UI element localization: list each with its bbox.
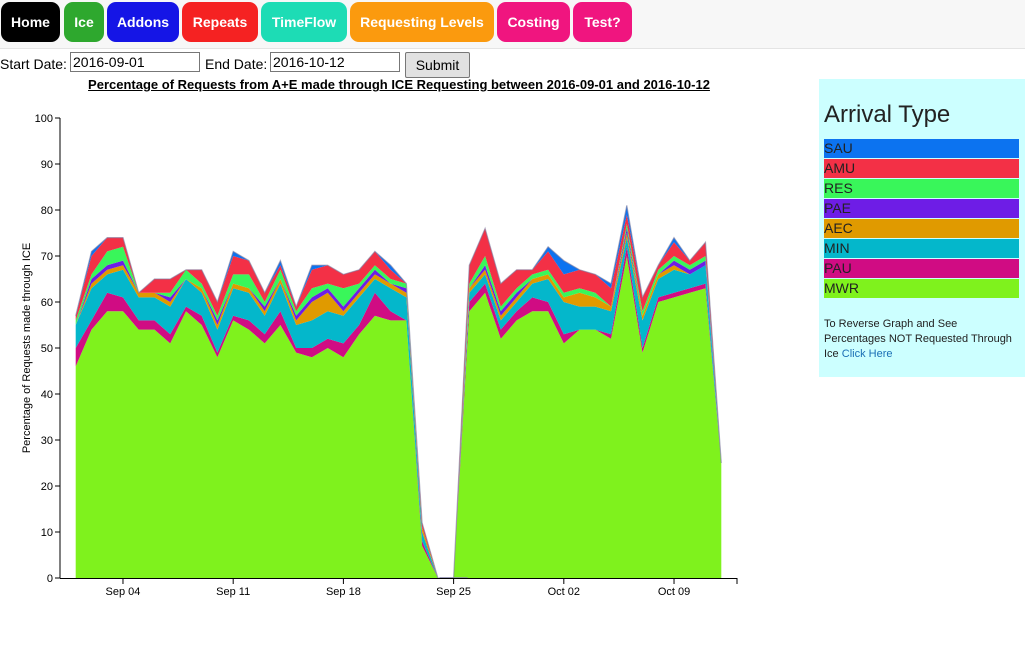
y-tick-label: 40 xyxy=(41,389,53,401)
y-axis-label: Percentage of Requests made through ICE xyxy=(21,243,33,453)
nav-addons-button[interactable]: Addons xyxy=(107,2,179,42)
legend-item-pau[interactable]: PAU xyxy=(824,259,1019,278)
nav-bar: Home Ice Addons Repeats TimeFlow Request… xyxy=(0,0,1025,49)
legend-panel: Arrival Type SAU AMU RES PAE AEC MIN PAU MWR To… xyxy=(819,79,1025,377)
legend-item-aec[interactable]: AEC xyxy=(824,219,1019,238)
chart-title: Percentage of Requests from A+E made thr… xyxy=(88,77,710,92)
legend-item-amu[interactable]: AMU xyxy=(824,159,1019,178)
y-tick-label: 70 xyxy=(41,251,53,263)
nav-requesting-levels-button[interactable]: Requesting Levels xyxy=(350,2,494,42)
submit-button[interactable]: Submit xyxy=(405,52,470,78)
legend-item-pae[interactable]: PAE xyxy=(824,199,1019,218)
y-tick-label: 10 xyxy=(41,527,53,539)
nav-home-button[interactable]: Home xyxy=(1,2,60,42)
nav-timeflow-button[interactable]: TimeFlow xyxy=(261,2,347,42)
stack-outline xyxy=(75,205,722,579)
chart: 0 10 20 30 40 50 60 70 80 90 100 Sep 04 Sep 11 Sep 18… xyxy=(21,113,738,598)
y-tick-label: 30 xyxy=(41,435,53,447)
x-tick-label: Oct 02 xyxy=(548,586,580,598)
start-date-input[interactable] xyxy=(70,52,200,72)
y-tick-label: 80 xyxy=(41,205,53,217)
nav-test-button[interactable]: Test? xyxy=(573,2,632,42)
legend-note-text: To Reverse Graph and See Percentages NOT… xyxy=(824,318,1012,360)
legend-item-mwr[interactable]: MWR xyxy=(824,279,1019,298)
nav-repeats-button[interactable]: Repeats xyxy=(182,2,258,42)
reverse-graph-link[interactable]: Click Here xyxy=(841,348,893,360)
legend-item-sau[interactable]: SAU xyxy=(824,139,1019,158)
y-tick-label: 20 xyxy=(41,481,53,493)
y-tick-label: 100 xyxy=(35,113,53,125)
legend-item-min[interactable]: MIN xyxy=(824,239,1019,258)
end-date-label: End Date: xyxy=(205,56,268,72)
nav-ice-button[interactable]: Ice xyxy=(64,2,104,42)
x-tick-label: Sep 11 xyxy=(216,586,250,598)
legend-title: Arrival Type xyxy=(824,101,951,128)
x-tick-label: Sep 04 xyxy=(106,586,141,598)
nav-costing-button[interactable]: Costing xyxy=(497,2,570,42)
area-min xyxy=(75,237,722,578)
x-tick-label: Sep 18 xyxy=(326,586,361,598)
legend-item-res[interactable]: RES xyxy=(824,179,1019,198)
end-date-input[interactable] xyxy=(270,52,400,72)
area-mwr xyxy=(75,256,722,578)
area-pau xyxy=(75,246,722,579)
y-tick-label: 0 xyxy=(47,573,53,585)
y-tick-label: 50 xyxy=(41,343,53,355)
start-date-label: Start Date: xyxy=(0,56,67,72)
y-tick-label: 60 xyxy=(41,297,53,309)
legend-note: To Reverse Graph and See Percentages NOT… xyxy=(824,317,1019,362)
y-tick-label: 90 xyxy=(41,159,53,171)
x-tick-label: Oct 09 xyxy=(658,586,690,598)
x-tick-label: Sep 25 xyxy=(436,586,471,598)
